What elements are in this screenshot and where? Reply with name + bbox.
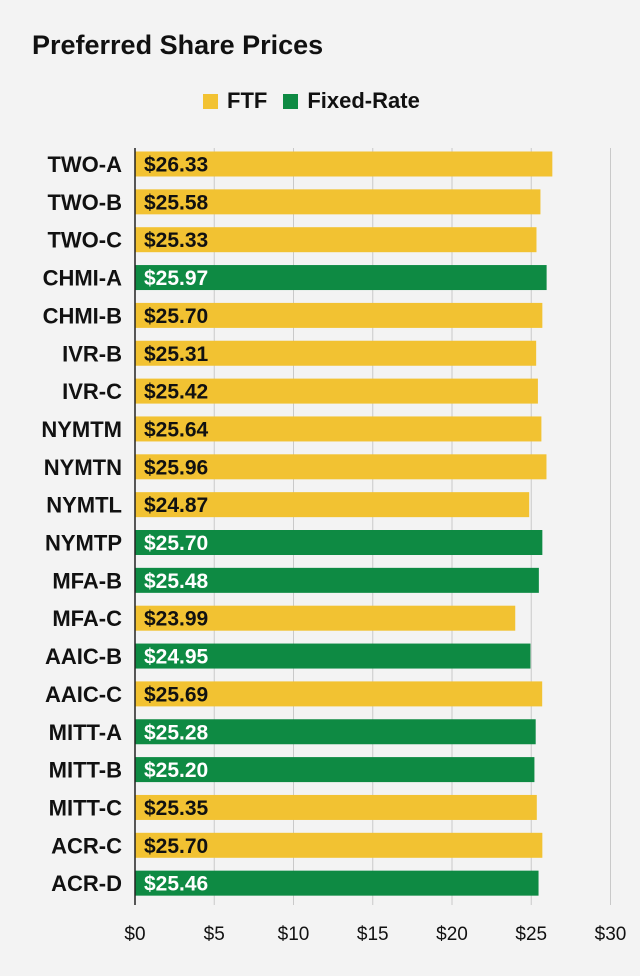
bar-fixed-rate <box>135 719 536 745</box>
value-label: $25.33 <box>144 229 208 252</box>
value-label: $25.42 <box>144 381 208 404</box>
bar-ftf <box>135 302 543 328</box>
value-label: $25.28 <box>144 721 209 744</box>
value-label: $25.97 <box>144 267 208 290</box>
x-tick-label: $10 <box>278 924 310 945</box>
category-label: NYMTL <box>46 493 122 518</box>
bar-ftf <box>135 340 537 366</box>
value-label: $25.70 <box>144 532 208 555</box>
category-label: MITT-C <box>49 795 122 820</box>
legend-label-fixed-rate: Fixed-Rate <box>307 88 420 113</box>
legend-swatch-ftf <box>203 93 218 109</box>
value-label: $25.96 <box>144 456 208 479</box>
bar-ftf <box>135 794 537 820</box>
bar-fixed-rate <box>135 757 535 783</box>
legend-swatch-fixed-rate <box>283 93 299 109</box>
category-label: MITT-A <box>49 720 122 745</box>
bar-fixed-rate <box>135 643 531 669</box>
bar-ftf <box>135 492 530 518</box>
category-label: AAIC-C <box>45 682 122 707</box>
category-label: MFA-B <box>52 568 122 593</box>
x-tick-label: $5 <box>204 924 225 945</box>
category-label: MFA-C <box>52 606 122 631</box>
value-label: $25.48 <box>144 570 209 593</box>
value-label: $25.35 <box>144 797 209 820</box>
bar-ftf <box>135 454 547 480</box>
chart-legend: FTF Fixed-Rate <box>203 88 420 114</box>
category-label: TWO-C <box>47 228 122 253</box>
x-tick-label: $0 <box>124 924 145 945</box>
legend-label-ftf: FTF <box>227 88 268 113</box>
legend-item-fixed-rate: Fixed-Rate <box>283 88 420 114</box>
bar-ftf <box>135 416 542 442</box>
bar-ftf <box>135 151 553 177</box>
chart-title: Preferred Share Prices <box>32 30 324 60</box>
value-label: $25.69 <box>144 683 208 706</box>
bar-fixed-rate <box>135 265 547 291</box>
bar-fixed-rate <box>135 530 543 555</box>
category-label: NYMTM <box>41 417 122 442</box>
category-label: IVR-B <box>62 341 122 366</box>
value-label: $25.46 <box>144 873 208 896</box>
value-label: $23.99 <box>144 608 208 631</box>
bar-ftf <box>135 832 543 858</box>
category-label: NYMTP <box>45 531 122 556</box>
category-label: TWO-B <box>47 190 122 215</box>
x-tick-label: $15 <box>357 924 389 945</box>
value-label: $25.58 <box>144 191 209 214</box>
x-tick-label: $30 <box>595 924 627 945</box>
category-label: ACR-D <box>51 871 122 896</box>
bar-ftf <box>135 227 537 253</box>
x-tick-label: $20 <box>436 924 468 945</box>
value-label: $25.70 <box>144 305 208 328</box>
category-label: AAIC-B <box>45 644 122 669</box>
bar-ftf <box>135 378 538 404</box>
value-label: $24.95 <box>144 646 209 669</box>
value-label: $26.33 <box>144 154 208 177</box>
category-label: NYMTN <box>44 455 122 480</box>
category-label: CHMI-B <box>43 303 122 328</box>
bar-fixed-rate <box>135 567 539 593</box>
value-label: $25.64 <box>144 418 209 441</box>
category-label: TWO-A <box>47 152 122 177</box>
value-label: $24.87 <box>144 494 208 517</box>
category-label: ACR-C <box>51 833 122 858</box>
category-label: MITT-B <box>49 758 122 783</box>
value-label: $25.31 <box>144 343 209 366</box>
legend-item-ftf: FTF <box>203 88 267 114</box>
x-tick-label: $25 <box>515 924 547 945</box>
bar-ftf <box>135 681 543 707</box>
value-label: $25.70 <box>144 835 208 858</box>
bar-fixed-rate <box>135 870 539 896</box>
bar-ftf <box>135 189 541 215</box>
bar-ftf <box>135 605 516 631</box>
value-label: $25.20 <box>144 759 208 782</box>
category-label: IVR-C <box>62 379 122 404</box>
category-label: CHMI-A <box>43 266 123 291</box>
